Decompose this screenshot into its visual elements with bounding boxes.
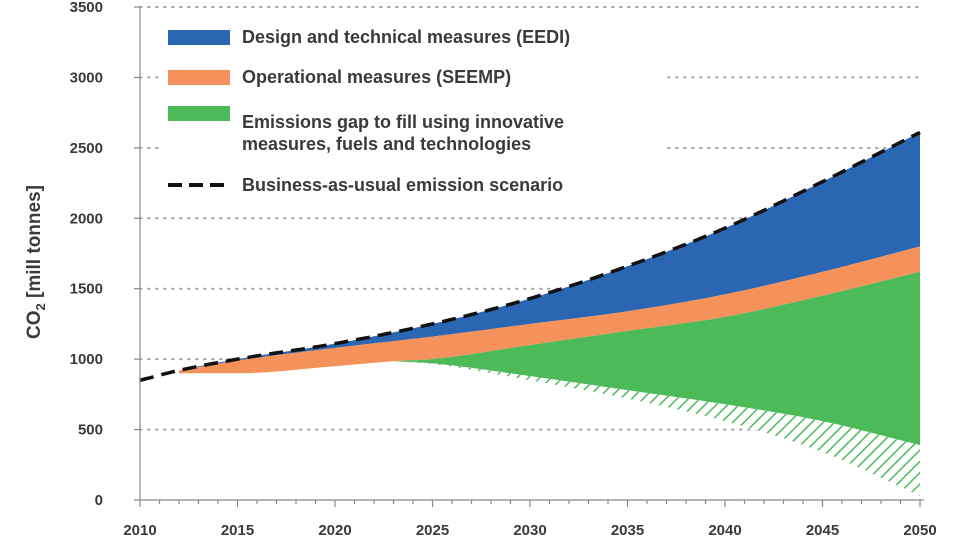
x-tick-label-2045: 2045 xyxy=(806,522,839,539)
x-tick-label-2025: 2025 xyxy=(416,522,449,539)
y-tick-label-1500: 1500 xyxy=(70,281,103,298)
axes: 0 500 1000 1500 2000 2500 3000 3500 2010 2015 2020… xyxy=(70,0,937,539)
x-tick-label-2050: 2050 xyxy=(903,522,936,539)
area-seemp xyxy=(179,246,920,374)
y-tick-label-3500: 3500 xyxy=(70,0,103,16)
legend-label-gap-line2: measures, fuels and technologies xyxy=(242,134,531,154)
y-axis-label: CO2 [mill tonnes] xyxy=(24,185,48,339)
line-bau xyxy=(139,130,921,382)
y-tick-label-2000: 2000 xyxy=(70,210,103,227)
legend-background xyxy=(160,16,665,202)
y-tick-label-500: 500 xyxy=(78,422,103,439)
y-axis-label-co: CO xyxy=(24,310,45,339)
legend-swatch-eedi xyxy=(168,30,230,45)
legend-label-seemp: Operational measures (SEEMP) xyxy=(242,67,511,87)
area-series xyxy=(139,130,921,496)
x-tick-label-2040: 2040 xyxy=(708,522,741,539)
hatched-area xyxy=(393,361,920,496)
x-tick-label-2035: 2035 xyxy=(611,522,644,539)
y-axis-label-subscript: 2 xyxy=(33,303,48,310)
x-tick-label-2030: 2030 xyxy=(513,522,546,539)
x-tick-label-2020: 2020 xyxy=(318,522,351,539)
x-tick-label-2015: 2015 xyxy=(221,522,254,539)
legend-label-gap: Emissions gap to fill using innovative xyxy=(242,112,564,132)
legend-label-bau: Business-as-usual emission scenario xyxy=(242,175,563,195)
legend-swatch-gap xyxy=(168,106,230,121)
y-tick-label-2500: 2500 xyxy=(70,140,103,157)
y-tick-label-3000: 3000 xyxy=(70,69,103,86)
legend: Design and technical measures (EEDI) Oper… xyxy=(160,16,665,202)
area-eedi xyxy=(179,132,920,371)
area-gap xyxy=(393,271,920,446)
y-tick-label-0: 0 xyxy=(95,492,103,509)
legend-swatch-seemp xyxy=(168,70,230,85)
y-tick-label-1000: 1000 xyxy=(70,351,103,368)
x-tick-label-2010: 2010 xyxy=(123,522,156,539)
y-axis-label-unit: [mill tonnes] xyxy=(24,185,45,303)
legend-label-eedi: Design and technical measures (EEDI) xyxy=(242,27,570,47)
